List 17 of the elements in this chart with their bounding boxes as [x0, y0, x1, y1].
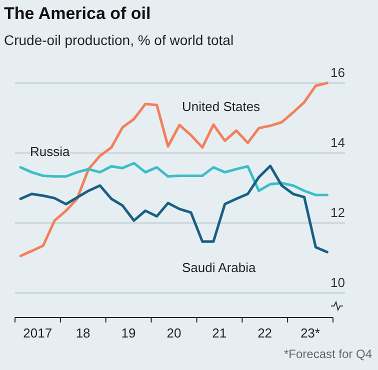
y-tick-label: 14: [330, 135, 345, 150]
chart-title: The America of oil: [4, 4, 151, 23]
y-tick-label: 12: [330, 205, 345, 220]
y-tick-label: 16: [330, 65, 345, 80]
x-tick-label: 21: [212, 326, 227, 340]
x-tick-label: 20: [166, 326, 182, 340]
x-tick-label: 23*: [300, 326, 320, 340]
x-tick-label: 18: [76, 326, 90, 340]
text: *Forecast for Q4: [284, 347, 372, 361]
chart-subtitle: Crude-oil production, % of world total: [4, 32, 234, 48]
y-tick-label: 10: [330, 275, 345, 290]
x-tick-label: 22: [258, 326, 272, 340]
text: Saudi Arabia: [182, 260, 256, 275]
x-tick-label: 2017: [23, 326, 52, 340]
x-tick-label: 19: [121, 326, 136, 340]
series-label: United States: [182, 99, 261, 114]
series-label: Russia: [30, 144, 71, 159]
